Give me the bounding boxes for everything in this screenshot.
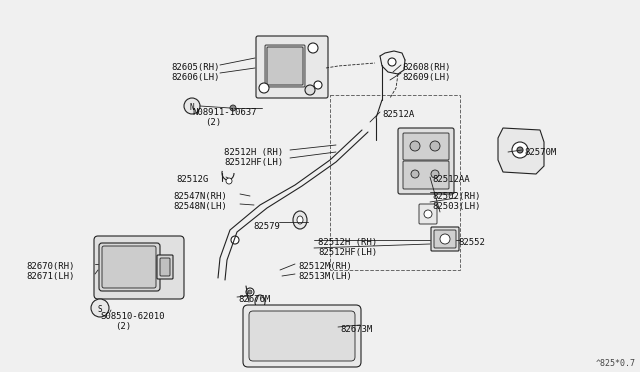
- Circle shape: [305, 85, 315, 95]
- Circle shape: [430, 141, 440, 151]
- Circle shape: [517, 147, 523, 153]
- Ellipse shape: [297, 216, 303, 224]
- Circle shape: [411, 170, 419, 178]
- Circle shape: [91, 299, 109, 317]
- FancyBboxPatch shape: [256, 36, 328, 98]
- Text: (2): (2): [115, 322, 131, 331]
- Text: 82570M: 82570M: [524, 148, 556, 157]
- Circle shape: [424, 210, 432, 218]
- Text: (2): (2): [205, 118, 221, 127]
- Circle shape: [388, 58, 396, 66]
- Text: N08911-10637: N08911-10637: [192, 108, 257, 117]
- Circle shape: [246, 288, 254, 296]
- Text: 82512HF(LH): 82512HF(LH): [318, 248, 377, 257]
- Bar: [330, 95, 460, 270]
- Text: 82513M(LH): 82513M(LH): [298, 272, 352, 281]
- Ellipse shape: [293, 211, 307, 229]
- Text: 82512A: 82512A: [382, 110, 414, 119]
- Text: 82512H (RH): 82512H (RH): [318, 238, 377, 247]
- FancyBboxPatch shape: [265, 45, 305, 87]
- Text: 82512HF(LH): 82512HF(LH): [224, 158, 283, 167]
- Circle shape: [226, 178, 232, 184]
- Text: 82676M: 82676M: [238, 295, 270, 304]
- FancyBboxPatch shape: [403, 161, 449, 189]
- FancyBboxPatch shape: [160, 258, 170, 276]
- FancyBboxPatch shape: [398, 128, 454, 194]
- Circle shape: [410, 141, 420, 151]
- Text: 82512G: 82512G: [176, 175, 208, 184]
- Text: 82670(RH): 82670(RH): [26, 262, 74, 271]
- Text: 82609(LH): 82609(LH): [402, 73, 451, 82]
- Circle shape: [512, 142, 528, 158]
- Text: 82503(LH): 82503(LH): [432, 202, 481, 211]
- Text: 82512AA: 82512AA: [432, 175, 470, 184]
- Circle shape: [230, 105, 236, 111]
- Circle shape: [184, 98, 200, 114]
- Text: S: S: [98, 305, 102, 314]
- Text: 82547N(RH): 82547N(RH): [173, 192, 227, 201]
- FancyBboxPatch shape: [157, 255, 173, 279]
- Text: 82608(RH): 82608(RH): [402, 63, 451, 72]
- FancyBboxPatch shape: [419, 204, 437, 224]
- Text: 82512H (RH): 82512H (RH): [224, 148, 283, 157]
- Text: 82606(LH): 82606(LH): [172, 73, 220, 82]
- Circle shape: [314, 81, 322, 89]
- FancyBboxPatch shape: [99, 243, 160, 291]
- Circle shape: [440, 234, 450, 244]
- Text: 82552: 82552: [458, 238, 485, 247]
- Text: 82512M(RH): 82512M(RH): [298, 262, 352, 271]
- FancyBboxPatch shape: [102, 246, 156, 288]
- Circle shape: [248, 290, 252, 294]
- Text: 82579: 82579: [253, 222, 280, 231]
- Ellipse shape: [255, 295, 265, 309]
- Text: 82673M: 82673M: [340, 325, 372, 334]
- Text: N: N: [189, 103, 195, 112]
- FancyBboxPatch shape: [249, 311, 355, 361]
- Text: 82548N(LH): 82548N(LH): [173, 202, 227, 211]
- Polygon shape: [498, 128, 544, 174]
- FancyBboxPatch shape: [94, 236, 184, 299]
- Text: ^825*0.7: ^825*0.7: [596, 359, 636, 368]
- FancyBboxPatch shape: [431, 227, 459, 251]
- FancyBboxPatch shape: [243, 305, 361, 367]
- Text: 82671(LH): 82671(LH): [26, 272, 74, 281]
- Text: 82605(RH): 82605(RH): [172, 63, 220, 72]
- Text: S08510-62010: S08510-62010: [100, 312, 164, 321]
- Circle shape: [259, 83, 269, 93]
- Circle shape: [308, 43, 318, 53]
- FancyBboxPatch shape: [267, 47, 303, 85]
- FancyBboxPatch shape: [403, 133, 449, 160]
- Circle shape: [231, 236, 239, 244]
- FancyBboxPatch shape: [434, 230, 456, 248]
- Circle shape: [431, 170, 439, 178]
- Text: 82502(RH): 82502(RH): [432, 192, 481, 201]
